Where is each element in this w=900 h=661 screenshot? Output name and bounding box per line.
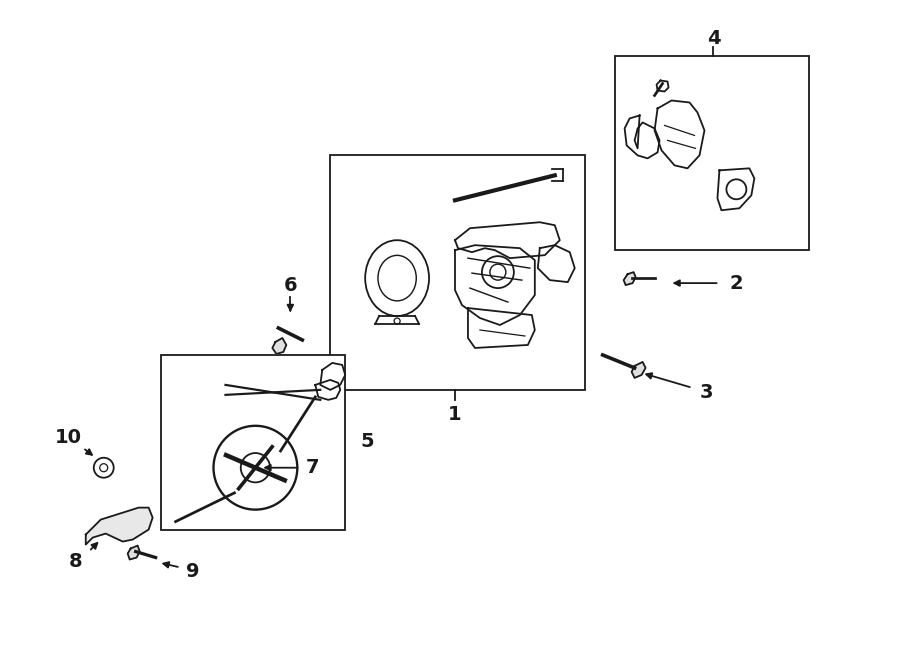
Bar: [330, 155, 585, 390]
Polygon shape: [273, 338, 286, 354]
Bar: [615, 56, 809, 250]
Text: 9: 9: [185, 562, 199, 581]
Polygon shape: [86, 508, 153, 545]
Text: 5: 5: [360, 432, 373, 451]
Text: 7: 7: [305, 458, 319, 477]
Text: 6: 6: [284, 276, 297, 295]
Text: 4: 4: [706, 29, 720, 48]
Text: 8: 8: [69, 552, 83, 571]
Polygon shape: [624, 272, 635, 285]
Bar: [160, 355, 346, 529]
Polygon shape: [128, 545, 140, 559]
Text: 3: 3: [699, 383, 713, 403]
Text: 1: 1: [448, 405, 462, 424]
Text: 10: 10: [55, 428, 82, 447]
Text: 2: 2: [729, 274, 743, 293]
Polygon shape: [632, 362, 645, 378]
